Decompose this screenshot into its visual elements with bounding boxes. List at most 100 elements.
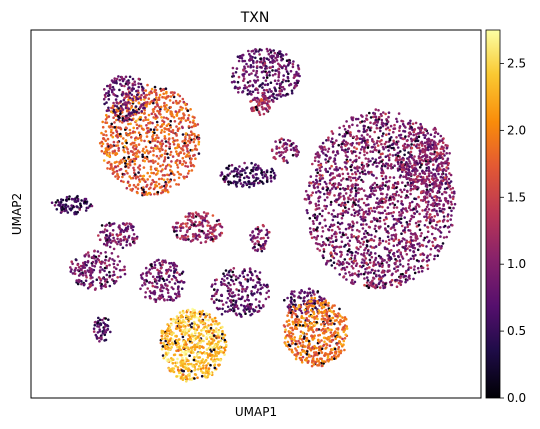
data-point (403, 229, 406, 232)
data-point (205, 212, 208, 215)
data-point (437, 143, 440, 146)
data-point (261, 82, 264, 85)
data-point (417, 249, 420, 252)
data-point (123, 266, 126, 269)
data-point (440, 210, 443, 213)
data-point (101, 141, 104, 144)
data-point (363, 202, 366, 205)
data-point (324, 158, 327, 161)
data-point (104, 283, 107, 286)
data-point (373, 246, 376, 249)
data-point (363, 284, 366, 287)
data-point (141, 284, 144, 287)
data-point (181, 287, 184, 290)
data-point (441, 193, 444, 196)
data-point (80, 199, 83, 202)
data-point (159, 125, 162, 128)
data-point (158, 270, 161, 273)
data-point (422, 253, 425, 256)
data-point (112, 136, 115, 139)
data-point (387, 225, 390, 228)
data-point (392, 154, 395, 157)
data-point (76, 263, 79, 266)
data-point (205, 330, 208, 333)
data-point (177, 93, 180, 96)
data-point (109, 331, 112, 334)
data-point (133, 233, 136, 236)
data-point (319, 222, 322, 225)
data-point (338, 204, 341, 207)
data-point (204, 219, 207, 222)
data-point (353, 209, 356, 212)
data-point (308, 288, 311, 291)
data-point (337, 183, 340, 186)
data-point (99, 231, 102, 234)
data-point (294, 304, 297, 307)
data-point (254, 237, 257, 240)
data-point (377, 109, 380, 112)
data-point (384, 209, 387, 212)
data-point (350, 169, 353, 172)
data-point (389, 197, 392, 200)
data-point (167, 118, 170, 121)
data-point (74, 269, 77, 272)
data-point (434, 227, 437, 230)
data-point (146, 84, 149, 87)
data-point (219, 174, 222, 177)
data-point (110, 129, 113, 132)
data-point (392, 143, 395, 146)
data-point (324, 148, 327, 151)
data-point (235, 71, 238, 74)
data-point (270, 90, 273, 93)
data-point (319, 177, 322, 180)
data-point (436, 204, 439, 207)
data-point (153, 132, 156, 135)
data-point (125, 142, 128, 145)
data-point (400, 202, 403, 205)
data-point (181, 148, 184, 151)
data-point (182, 238, 185, 241)
data-point (198, 235, 201, 238)
data-point (111, 252, 114, 255)
data-point (399, 241, 402, 244)
data-point (243, 87, 246, 90)
data-point (153, 193, 156, 196)
data-point (257, 91, 260, 94)
data-point (333, 261, 336, 264)
data-point (176, 114, 179, 117)
data-point (170, 160, 173, 163)
data-point (252, 91, 255, 94)
data-point (150, 147, 153, 150)
data-point (295, 73, 298, 76)
data-point (150, 292, 153, 295)
data-point (231, 292, 234, 295)
data-point (376, 197, 379, 200)
data-point (149, 297, 152, 300)
data-point (407, 135, 410, 138)
data-point (262, 305, 265, 308)
data-point (347, 201, 350, 204)
data-point (263, 89, 266, 92)
data-point (247, 81, 250, 84)
data-point (181, 235, 184, 238)
data-point (332, 172, 335, 175)
data-point (377, 120, 380, 123)
data-point (116, 234, 119, 237)
data-point (267, 236, 270, 239)
data-point (331, 264, 334, 267)
data-point (129, 188, 132, 191)
data-point (137, 166, 140, 169)
data-point (433, 220, 436, 223)
data-point (107, 259, 110, 262)
data-point (109, 234, 112, 237)
data-point (239, 275, 242, 278)
data-point (377, 261, 380, 264)
data-point (229, 284, 232, 287)
data-point (265, 298, 268, 301)
data-point (298, 75, 301, 78)
data-point (101, 224, 104, 227)
data-point (397, 194, 400, 197)
data-point (170, 165, 173, 168)
data-point (109, 257, 112, 260)
data-point (160, 275, 163, 278)
